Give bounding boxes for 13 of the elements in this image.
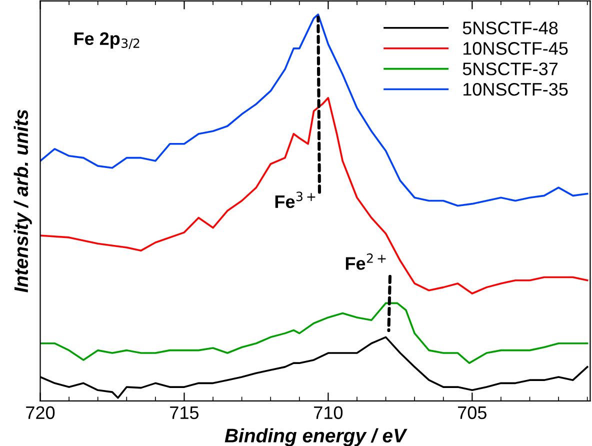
y-axis-title: Intensity / arb. units bbox=[14, 110, 32, 292]
annotation: Fe$^{2+}$ bbox=[346, 253, 386, 270]
legend-label: 5NSCTF-37 bbox=[462, 62, 558, 76]
annotation: Fe 2p$_{3/2}$ bbox=[74, 32, 140, 50]
annotation: Fe$^{3+}$ bbox=[275, 192, 316, 208]
x-axis-title: Binding energy / eV bbox=[224, 428, 408, 446]
x-tick-label: 705 bbox=[458, 406, 486, 420]
legend-label: 5NSCTF-48 bbox=[462, 22, 558, 34]
legend-label: 10NSCTF-35 bbox=[464, 82, 568, 96]
legend-label: 10NSCTF-45 bbox=[464, 42, 568, 55]
x-tick-label: 715 bbox=[170, 406, 199, 420]
x-tick-label: 720 bbox=[26, 406, 55, 420]
x-tick-label: 710 bbox=[314, 406, 343, 420]
